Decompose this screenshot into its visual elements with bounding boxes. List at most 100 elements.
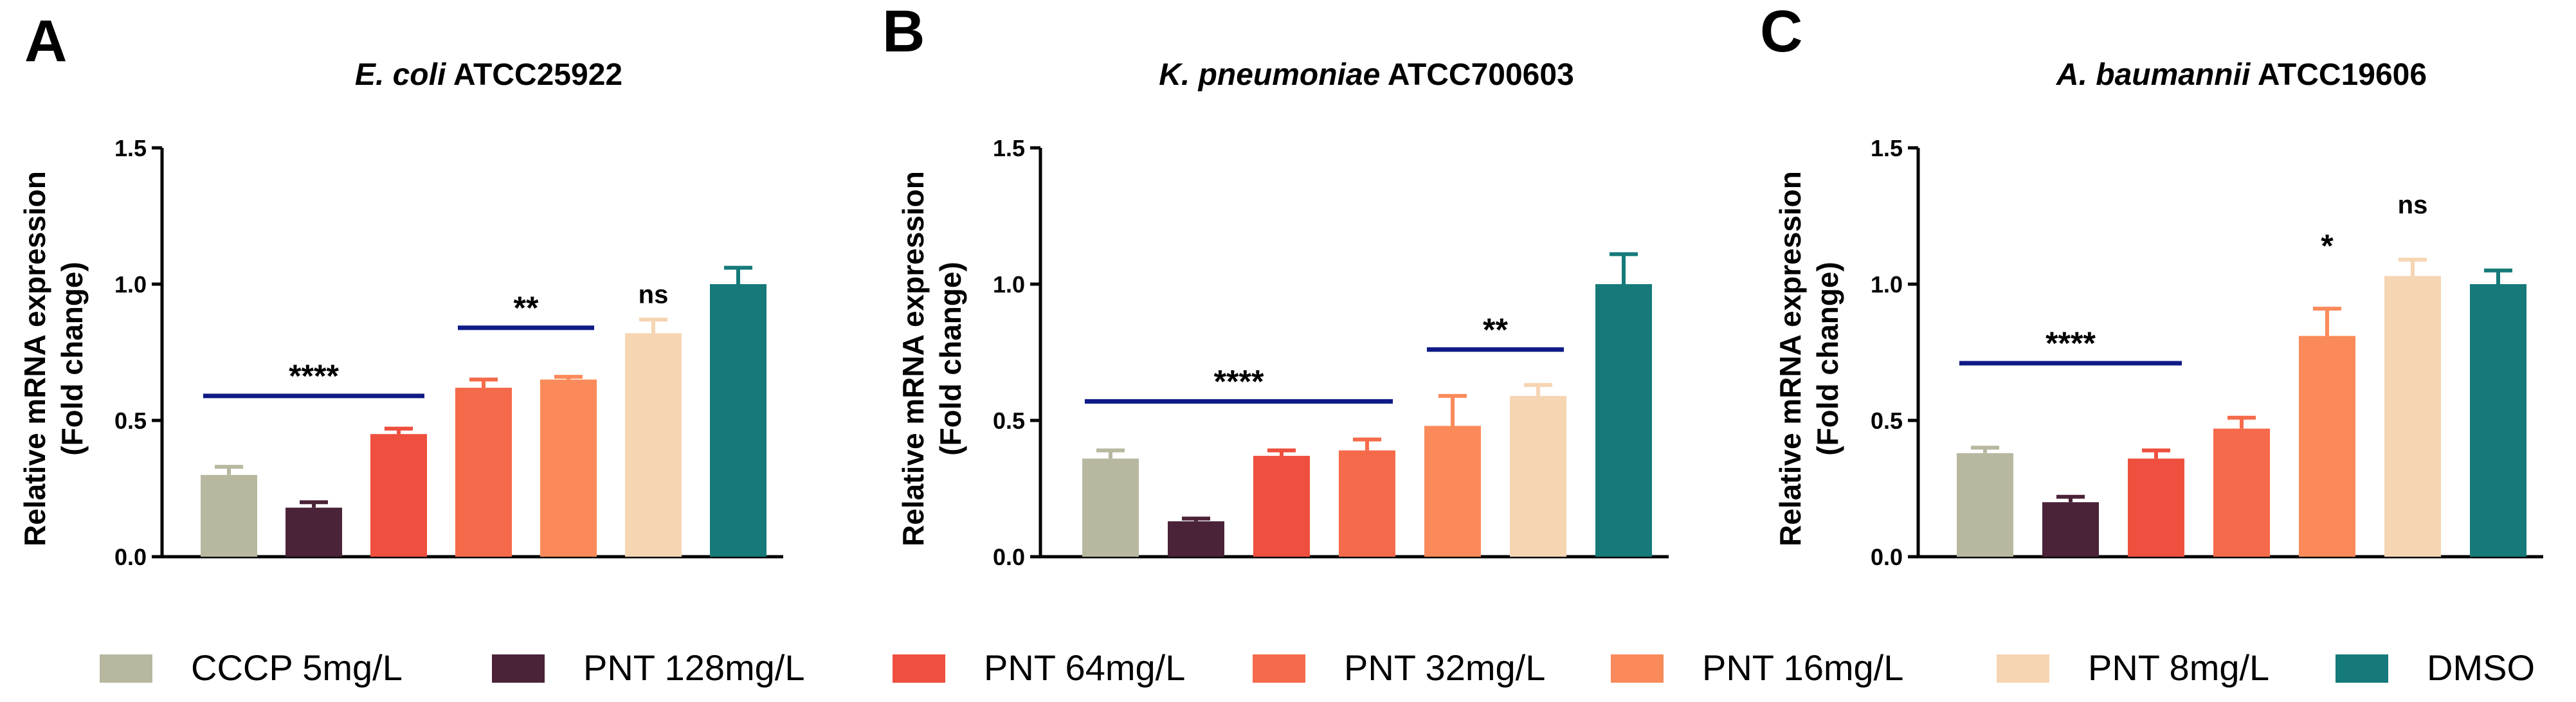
- y-tick-label: 0.0: [114, 544, 147, 570]
- chart-title-species: K. pneumoniae: [1159, 58, 1380, 92]
- bar-pnt-128mg-l: [2042, 502, 2099, 557]
- legend-label: PNT 8mg/L: [2088, 647, 2269, 688]
- error-bar: [2056, 494, 2085, 503]
- y-axis-label-line2: (Fold change): [934, 262, 967, 456]
- significance-label: ns: [639, 281, 669, 309]
- chart-title-species: E. coli: [355, 58, 447, 92]
- significance-label: ****: [2045, 325, 2096, 361]
- error-bar: [554, 375, 583, 380]
- legend-item: PNT 128mg/L: [492, 647, 804, 688]
- legend: CCCP 5mg/L PNT 128mg/L PNT 64mg/L PNT 32mg/…: [100, 647, 2535, 688]
- panel-c: C A. baumannii ATCC19606 Relative mRNA exp…: [1760, 0, 2543, 570]
- legend-swatch: [893, 654, 945, 683]
- bar-pnt-32mg-l: [455, 388, 512, 557]
- error-bar: [300, 500, 328, 508]
- bar-pnt-128mg-l: [286, 507, 342, 557]
- bar-pnt-64mg-l: [1253, 456, 1310, 557]
- legend-item: PNT 8mg/L: [1997, 647, 2269, 688]
- panel-a: A E. coli ATCC25922 Relative mRNA expressi…: [18, 8, 783, 570]
- error-bar: [1971, 446, 1999, 453]
- y-axis-label: Relative mRNA expression: [896, 171, 930, 546]
- error-bar: [1524, 382, 1552, 396]
- bar-cccp-5mg-l: [1957, 453, 2013, 557]
- y-tick-label: 1.0: [993, 271, 1025, 298]
- y-tick-label: 0.0: [993, 544, 1025, 570]
- error-bar: [2484, 268, 2512, 284]
- error-bar: [1438, 393, 1467, 426]
- significance-label: ****: [1214, 363, 1264, 399]
- error-bar: [1610, 252, 1638, 284]
- y-tick-label: 1.5: [1871, 135, 1903, 161]
- legend-item: CCCP 5mg/L: [100, 647, 403, 688]
- y-axis-label: Relative mRNA expression: [1773, 171, 1807, 546]
- legend-label: DMSO: [2427, 647, 2535, 688]
- error-bar: [2142, 448, 2170, 459]
- legend-label: PNT 16mg/L: [1702, 647, 1903, 688]
- significance-label: ns: [2398, 191, 2428, 219]
- legend-swatch: [1997, 654, 2049, 683]
- error-bar: [215, 465, 243, 475]
- panel-letter: B: [882, 0, 925, 64]
- error-bar: [1182, 516, 1210, 521]
- chart-title-strain: ATCC19606: [2250, 58, 2427, 92]
- legend-label: PNT 32mg/L: [1344, 647, 1545, 688]
- chart-title-species: A. baumannii: [2056, 58, 2251, 92]
- chart-title: E. coli ATCC25922: [355, 58, 622, 92]
- y-axis-label-line2: (Fold change): [1811, 262, 1844, 456]
- error-bar: [1353, 437, 1381, 451]
- bar-pnt-128mg-l: [1168, 521, 1224, 557]
- legend-label: CCCP 5mg/L: [191, 647, 403, 688]
- y-tick-label: 1.5: [114, 135, 147, 161]
- panel-letter: C: [1760, 0, 1802, 64]
- y-tick-label: 0.5: [993, 408, 1025, 434]
- y-axis-label: Relative mRNA expression: [18, 171, 51, 546]
- error-bar: [2227, 415, 2256, 429]
- error-bar: [469, 377, 498, 388]
- legend-item: PNT 64mg/L: [893, 647, 1185, 688]
- legend-swatch: [492, 654, 545, 683]
- legend-item: DMSO: [2336, 647, 2535, 688]
- significance-label: **: [1483, 312, 1508, 348]
- bar-pnt-16mg-l: [1424, 426, 1481, 557]
- y-axis-label-line2: (Fold change): [55, 262, 89, 456]
- legend-label: PNT 64mg/L: [984, 647, 1185, 688]
- bar-dmso: [1595, 284, 1652, 557]
- chart-title-strain: ATCC700603: [1380, 58, 1574, 92]
- legend-item: PNT 32mg/L: [1253, 647, 1545, 688]
- legend-swatch: [100, 654, 152, 683]
- y-tick-label: 0.0: [1871, 544, 1903, 570]
- panel-b: B K. pneumoniae ATCC700603 Relative mRNA e…: [882, 0, 1669, 570]
- bar-cccp-5mg-l: [201, 474, 257, 557]
- error-bar: [1096, 448, 1125, 459]
- bar-dmso: [710, 284, 766, 557]
- y-tick-label: 0.5: [114, 408, 147, 434]
- chart-title-strain: ATCC25922: [446, 58, 622, 92]
- bar-cccp-5mg-l: [1082, 458, 1139, 557]
- legend-swatch: [2336, 654, 2388, 683]
- bar-pnt-8mg-l: [1510, 395, 1566, 557]
- bar-pnt-32mg-l: [2213, 428, 2270, 557]
- significance-label: *: [2321, 228, 2334, 264]
- bar-pnt-64mg-l: [370, 434, 427, 557]
- bar-pnt-64mg-l: [2128, 458, 2184, 557]
- error-bar: [2399, 257, 2427, 276]
- error-bar: [385, 426, 413, 435]
- panel-letter: A: [24, 8, 67, 74]
- bar-pnt-16mg-l: [2299, 336, 2355, 557]
- legend-swatch: [1253, 654, 1305, 683]
- significance-label: **: [514, 290, 539, 326]
- y-tick-label: 0.5: [1871, 408, 1903, 434]
- bar-pnt-32mg-l: [1339, 450, 1395, 557]
- legend-swatch: [1611, 654, 1664, 683]
- error-bar: [1267, 448, 1296, 456]
- legend-label: PNT 128mg/L: [583, 647, 804, 688]
- significance-label: ****: [289, 358, 339, 394]
- chart-title: K. pneumoniae ATCC700603: [1159, 58, 1574, 92]
- error-bar: [724, 266, 752, 284]
- error-bar: [639, 318, 667, 334]
- bar-pnt-8mg-l: [2384, 276, 2441, 557]
- y-tick-label: 1.0: [1871, 271, 1903, 298]
- bar-pnt-16mg-l: [540, 379, 597, 557]
- bar-pnt-8mg-l: [625, 333, 682, 557]
